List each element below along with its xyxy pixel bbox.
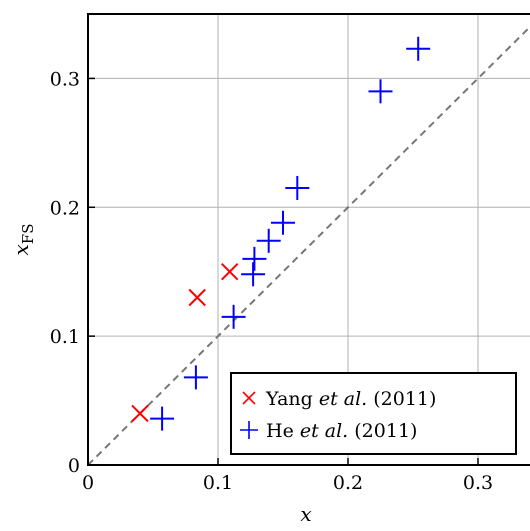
y-axis-label-subscript: FS [19,224,37,245]
legend: Yang et al. (2011) He et al. (2011) [230,372,517,455]
data-point-he [242,246,267,271]
y-axis-label: xFS [9,224,37,256]
axis-ticks: 0 0.1 0.2 0.3 0 0.1 0.2 0.3 [50,68,493,494]
legend-yang-prefix: Yang [265,388,319,410]
marker-stroke [220,263,239,281]
y-tick-label: 0 [68,455,80,477]
legend-marker-he [240,421,258,439]
legend-he-italic: et al. [300,420,348,442]
x-tick-label: 0 [82,472,94,494]
plot-area-frame [87,13,530,466]
y-tick-label: 0.2 [50,197,80,219]
data-point-yang [188,288,206,307]
legend-yang-italic: et al. [319,388,367,410]
marker-stroke [131,404,149,423]
data-point-he [368,79,393,104]
data-point-he [271,210,295,235]
x-tick-label: 0.2 [333,472,363,494]
legend-he-suffix: (2011) [348,420,417,442]
legend-yang-suffix: (2011) [367,388,436,410]
data-point-he [150,406,175,431]
y-tick-label: 0.1 [50,326,80,348]
legend-he-prefix: He [266,420,300,442]
data-point-yang [131,404,149,423]
legend-marker-yang [242,391,256,405]
marker-stroke [188,288,206,307]
data-point-he [256,228,281,253]
data-point-he [221,304,246,329]
data-point-he [285,175,310,200]
x-tick-label: 0.1 [203,472,233,494]
data-point-he [241,262,266,287]
x-tick-label: 0.3 [463,472,493,494]
y-tick-label: 0.3 [50,68,80,90]
data-point-he [406,36,431,61]
x-axis-label: x [300,502,311,526]
data-point-he [183,365,208,390]
legend-label-he: He et al. (2011) [266,420,417,442]
data-points [131,36,431,431]
legend-marker-stroke [242,391,256,405]
identity-reference-line [87,26,530,466]
legend-box [230,372,517,455]
grid-lines [88,14,530,465]
legend-label-yang: Yang et al. (2011) [265,388,436,410]
data-point-yang [220,263,239,281]
y-axis-label-main: x [9,244,33,255]
